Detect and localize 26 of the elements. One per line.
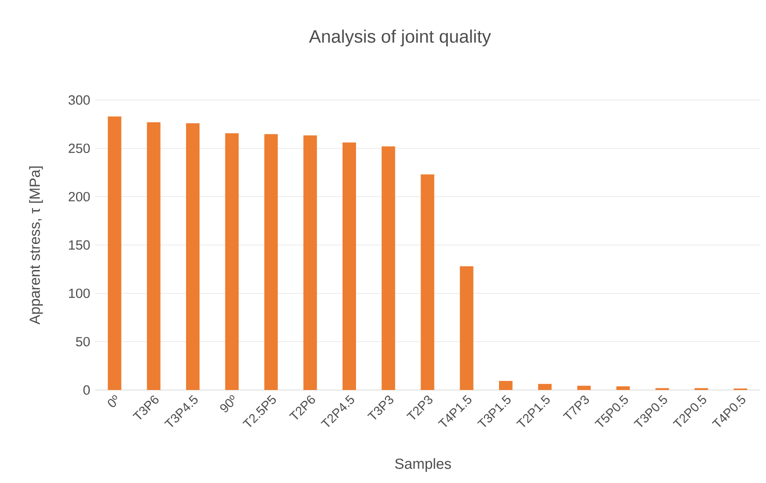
y-tick-label: 200 bbox=[68, 192, 90, 202]
y-tick-label: 0 bbox=[83, 385, 90, 395]
y-tick-label: 300 bbox=[68, 95, 90, 105]
bar bbox=[577, 386, 591, 390]
x-axis-title: Samples bbox=[395, 458, 451, 472]
y-tick-label: 250 bbox=[68, 144, 90, 154]
y-tick-label: 100 bbox=[69, 288, 90, 298]
bar bbox=[146, 122, 160, 390]
bar bbox=[538, 384, 552, 390]
bar bbox=[498, 380, 512, 390]
chart-title: Analysis of joint quality bbox=[309, 30, 491, 46]
bar bbox=[225, 133, 239, 390]
y-tick-label: 150 bbox=[69, 240, 90, 250]
x-tick-label: 90º bbox=[220, 395, 234, 412]
bar bbox=[616, 386, 630, 390]
x-tick-label: 0º bbox=[108, 395, 118, 408]
bar bbox=[420, 174, 434, 390]
bar bbox=[303, 135, 317, 390]
bar bbox=[186, 123, 200, 390]
bar bbox=[460, 266, 474, 390]
bar bbox=[382, 146, 396, 390]
bar bbox=[108, 116, 122, 390]
y-tick-label: 50 bbox=[76, 336, 90, 346]
bar bbox=[264, 134, 278, 390]
bar bbox=[342, 142, 356, 390]
y-axis-title: Apparent stress, τ [MPa] bbox=[29, 166, 43, 324]
